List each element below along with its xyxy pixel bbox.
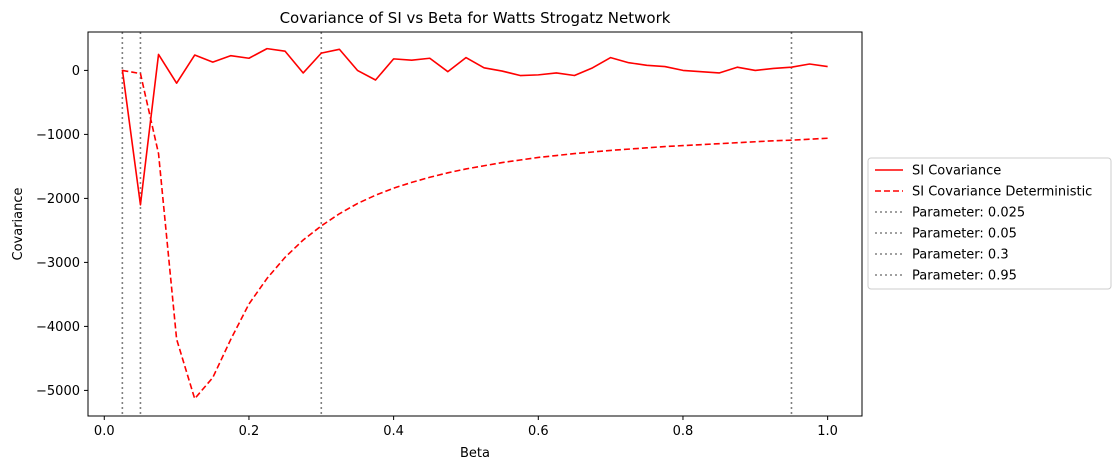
x-tick-label-1: 0.2 <box>239 424 260 439</box>
x-tick-label-5: 1.0 <box>817 424 838 439</box>
chart-title: Covariance of SI vs Beta for Watts Strog… <box>280 9 671 27</box>
y-axis-ticks: −5000 −4000 −3000 −2000 −1000 0 <box>36 64 88 399</box>
series-line-1 <box>122 69 828 400</box>
legend-label-3: Parameter: 0.05 <box>912 227 1017 242</box>
y-axis-label: Covariance <box>11 188 26 261</box>
x-tick-label-3: 0.6 <box>528 424 549 439</box>
plot-frame <box>87 31 863 417</box>
y-tick-label-5: 0 <box>72 64 80 79</box>
y-tick-label-3: −2000 <box>36 192 80 207</box>
legend-box <box>867 157 1112 290</box>
x-tick-label-2: 0.4 <box>383 424 404 439</box>
vlines-layer <box>121 32 793 416</box>
y-tick-label-2: −3000 <box>36 256 80 271</box>
legend-label-1: SI Covariance Deterministic <box>912 185 1092 200</box>
series-line-0 <box>121 47 828 206</box>
x-tick-label-0: 0.0 <box>94 424 115 439</box>
plot-area <box>88 32 862 416</box>
x-axis-ticks: 0.0 0.2 0.4 0.6 0.8 1.0 <box>94 416 838 439</box>
y-tick-label-4: −1000 <box>36 128 80 143</box>
x-axis-label: Beta <box>460 446 490 461</box>
y-tick-label-1: −4000 <box>36 320 80 335</box>
legend-label-0: SI Covariance <box>912 164 1001 179</box>
legend-items: SI Covariance SI Covariance Deterministic… <box>875 164 1092 284</box>
series-layer <box>121 47 828 400</box>
legend: SI Covariance SI Covariance Deterministic… <box>867 157 1112 290</box>
x-tick-label-4: 0.8 <box>673 424 694 439</box>
legend-label-2: Parameter: 0.025 <box>912 206 1025 221</box>
legend-label-4: Parameter: 0.3 <box>912 248 1009 263</box>
legend-label-5: Parameter: 0.95 <box>912 269 1017 284</box>
y-tick-label-0: −5000 <box>36 384 80 399</box>
